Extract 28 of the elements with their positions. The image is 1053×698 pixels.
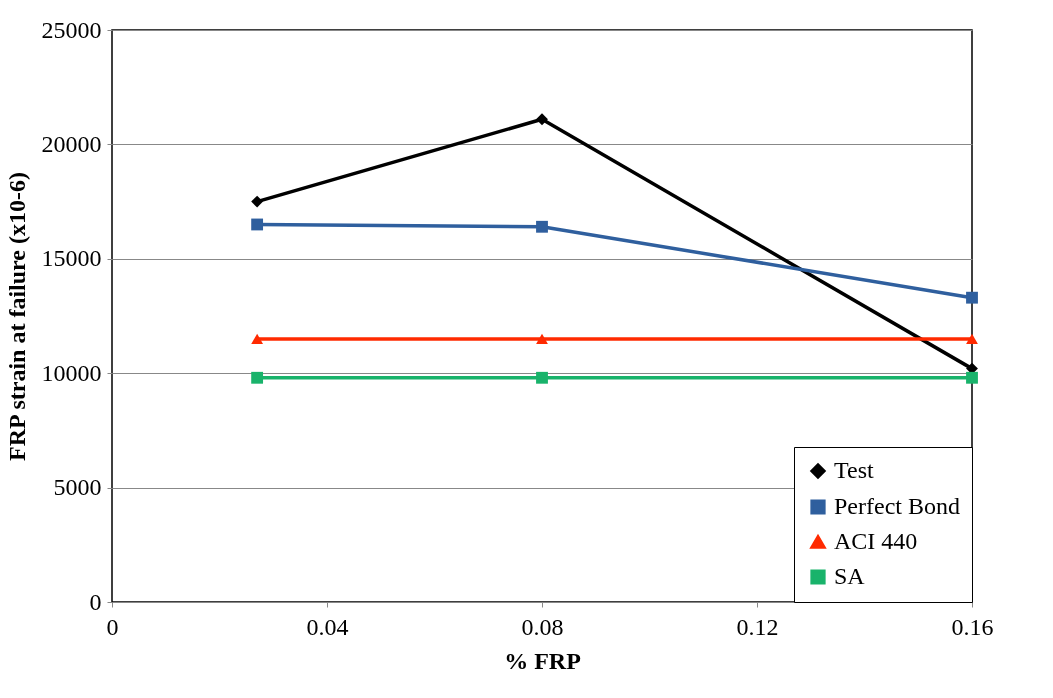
y-axis-title: FRP strain at failure (x10-6) bbox=[3, 172, 30, 461]
y-tick-label: 5000 bbox=[53, 474, 102, 501]
x-axis-title: % FRP bbox=[504, 647, 581, 674]
point bbox=[251, 195, 264, 208]
legend-label: ACI 440 bbox=[834, 528, 918, 554]
y-tick-label: 25000 bbox=[41, 16, 102, 43]
x-tick-label: 0.12 bbox=[736, 613, 779, 640]
point bbox=[536, 333, 548, 344]
y-tick-label: 20000 bbox=[41, 130, 102, 157]
point bbox=[251, 371, 264, 384]
y-tick-label: 10000 bbox=[41, 359, 102, 386]
x-tick-label: 0.16 bbox=[951, 613, 994, 640]
x-tick-label: 0.04 bbox=[306, 613, 349, 640]
point bbox=[966, 333, 978, 344]
point bbox=[536, 371, 548, 384]
point bbox=[966, 291, 978, 304]
y-tick-label: 0 bbox=[89, 588, 102, 615]
point bbox=[536, 220, 548, 233]
point bbox=[251, 218, 264, 231]
x-tick-label: 0 bbox=[106, 613, 119, 640]
point bbox=[251, 333, 264, 344]
legend-label: Test bbox=[834, 457, 874, 483]
point bbox=[536, 113, 548, 126]
y-tick-label: 15000 bbox=[41, 245, 102, 272]
legend-label: Perfect Bond bbox=[834, 493, 960, 519]
point bbox=[966, 371, 978, 384]
legend-label: SA bbox=[834, 563, 866, 589]
x-tick-label: 0.08 bbox=[521, 613, 564, 640]
